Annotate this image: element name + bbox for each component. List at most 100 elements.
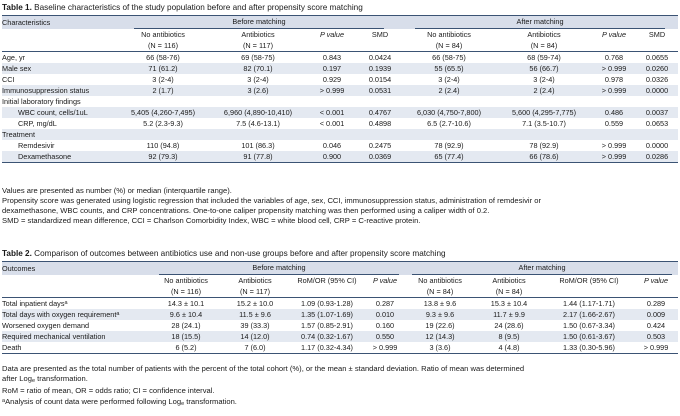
table2-row-label: Worsened oxygen demand — [2, 321, 90, 330]
table1-cell: 71 (61.2) — [116, 63, 210, 74]
table2-col-pvalue: P value — [364, 275, 406, 286]
table1-cell: 0.559 — [604, 119, 624, 128]
table1-col-antibiotics: Antibiotics — [210, 29, 306, 40]
table2-col-antibiotics: Antibiotics — [220, 275, 290, 286]
table2-cell: 0.550 — [364, 331, 406, 342]
table1-row: CRP, mg/dL 5.2 (2.3-9.3) 7.5 (4.6-13.1) < 0… — [2, 118, 678, 129]
table1-cell: 0.900 — [306, 151, 358, 163]
table1-n-antibiotics: (N = 117) — [210, 40, 306, 52]
table2-cell: 24 (28.6) — [494, 321, 524, 330]
table2-cell: 0.160 — [375, 321, 395, 330]
table1-cell: 0.929 — [322, 75, 342, 84]
table2-row: Total inpatient daysa 14.3 ± 10.1 15.2 ± 1… — [2, 298, 678, 310]
table2-cell: 0.009 — [634, 309, 678, 320]
table1-cell: 78 (92.9) — [529, 141, 559, 150]
table1-row-label: Remdesivir — [18, 141, 55, 150]
table2-notes: Data are presented as the total number o… — [2, 364, 678, 409]
table1-cell: > 0.999 — [592, 151, 636, 163]
table2-col-outcomes: Outcomes — [2, 261, 152, 275]
table1-cell — [210, 129, 306, 140]
table2-col-antibiotics-after: Antibiotics — [474, 275, 544, 286]
table1-col-antibiotics-after: Antibiotics — [496, 29, 592, 40]
table1-cell: 2 (2.4) — [402, 85, 496, 96]
table1-label: Table 1. — [2, 3, 32, 12]
table2-row-label: Death — [2, 342, 152, 354]
table2-cell: 0.287 — [375, 299, 395, 308]
table2-cell: 3 (3.6) — [406, 342, 474, 354]
table1-row-label: Initial laboratory findings — [2, 97, 81, 106]
table1-cell: 0.4767 — [358, 107, 402, 118]
table1-cell: 66 (78.6) — [496, 151, 592, 163]
table1-cell: 66 (58-75) — [432, 53, 466, 62]
table1-cell: > 0.999 — [592, 85, 636, 96]
table1-cell — [402, 96, 496, 107]
table2-cell: 1.35 (1.07-1.69) — [290, 309, 364, 320]
table1-cell — [306, 129, 358, 140]
table1-cell: 0.768 — [604, 53, 624, 62]
table1-cell: 3 (2.6) — [210, 85, 306, 96]
table2-row: Worsened oxygen demand 28 (24.1) 39 (33.3)… — [2, 320, 678, 331]
table1-cell: 0.486 — [592, 107, 636, 118]
table1-row: Age, yr 66 (58-76) 69 (58-75) 0.843 0.0424 66… — [2, 52, 678, 64]
table2-col-no-antibiotics-after: No antibiotics — [406, 275, 474, 286]
table1-cell: 82 (70.1) — [210, 63, 306, 74]
table1-cell: 0.0260 — [636, 63, 678, 74]
table1-cell: 0.0424 — [368, 53, 392, 62]
table1-title: Baseline characteristics of the study po… — [31, 3, 363, 12]
table1-cell: 69 (58-75) — [241, 53, 275, 62]
table1-cell — [306, 96, 358, 107]
table2-cell: 14.3 ± 10.1 — [167, 299, 205, 308]
table1-n-antibiotics-after: (N = 84) — [496, 40, 592, 52]
table2-cell: > 0.999 — [364, 342, 406, 354]
table1-row-label: Treatment — [2, 129, 116, 140]
table1-note: SMD = standardized mean difference, CCI … — [2, 216, 421, 225]
table2-label: Table 2. — [2, 249, 32, 258]
table2-cell: 14 (12.0) — [220, 331, 290, 342]
table1-col-no-antibiotics-after: No antibiotics — [402, 29, 496, 40]
table1-cell: 0.843 — [322, 53, 342, 62]
table1-cell — [402, 129, 496, 140]
table1-cell: 55 (65.5) — [402, 63, 496, 74]
table1-row: Treatment — [2, 129, 678, 140]
table2-cell: 39 (33.3) — [240, 321, 270, 330]
table2-note: aAnalysis of count data were performed f… — [2, 397, 237, 407]
table2-row-label: Total days with oxygen requirementa — [2, 309, 152, 320]
table2-cell: 15.2 ± 10.0 — [236, 299, 274, 308]
table1-cell: 0.0653 — [645, 119, 669, 128]
table2-n-no-antibiotics-after: (N = 84) — [406, 286, 474, 298]
table1-cell: 66 (58-76) — [146, 53, 180, 62]
table1-subheader-row: No antibiotics Antibiotics P value SMD N… — [2, 29, 678, 40]
table2-col-no-antibiotics: No antibiotics — [152, 275, 220, 286]
table1-cell: < 0.001 — [306, 107, 358, 118]
table1-row-label: CCI — [2, 75, 15, 84]
table1-row-label: Dexamethasone — [2, 151, 116, 163]
table1-cell: > 0.999 — [306, 85, 358, 96]
table1-cell: 3 (2-4) — [247, 75, 269, 84]
table1-cell — [592, 129, 636, 140]
table1-cell: 2 (1.7) — [116, 85, 210, 96]
table2: Outcomes Before matching After matching … — [2, 261, 678, 354]
table2-row-label: Total inpatient daysa — [2, 299, 68, 308]
table1-cell: 6,030 (4,750-7,800) — [402, 107, 496, 118]
table2-col-rom-or-after: RoM/OR (95% CI) — [544, 275, 634, 286]
table2-note: after Loge transformation. — [2, 374, 88, 384]
table2-col-pvalue-after: P value — [634, 275, 678, 286]
table2-cell: 15.3 ± 10.4 — [490, 299, 528, 308]
table1-notes: Values are presented as number (%) or me… — [2, 186, 678, 226]
table1-cell: 0.197 — [306, 63, 358, 74]
table1-row: Male sex 71 (61.2) 82 (70.1) 0.197 0.1939 55 … — [2, 63, 678, 74]
table2-cell: 18 (15.5) — [152, 331, 220, 342]
table1-col-pvalue: P value — [306, 29, 358, 40]
table2-cell: 7 (6.0) — [220, 342, 290, 354]
table1-row-label: CRP, mg/dL — [18, 119, 57, 128]
table1-cell: 78 (92.9) — [434, 141, 464, 150]
table2-n-antibiotics: (N = 117) — [220, 286, 290, 298]
table2-cell: 1.33 (0.30-5.96) — [544, 342, 634, 354]
table1-cell: 0.046 — [322, 141, 342, 150]
table1-cell — [210, 96, 306, 107]
table1-cell: 101 (86.3) — [241, 141, 275, 150]
table2-caption: Table 2. Comparison of outcomes between … — [2, 249, 446, 259]
table2-cell: 1.50 (0.61-3.67) — [544, 331, 634, 342]
table2-row: Required mechanical ventilation 18 (15.5)… — [2, 331, 678, 342]
table2-header-row: Outcomes Before matching After matching — [2, 261, 678, 275]
